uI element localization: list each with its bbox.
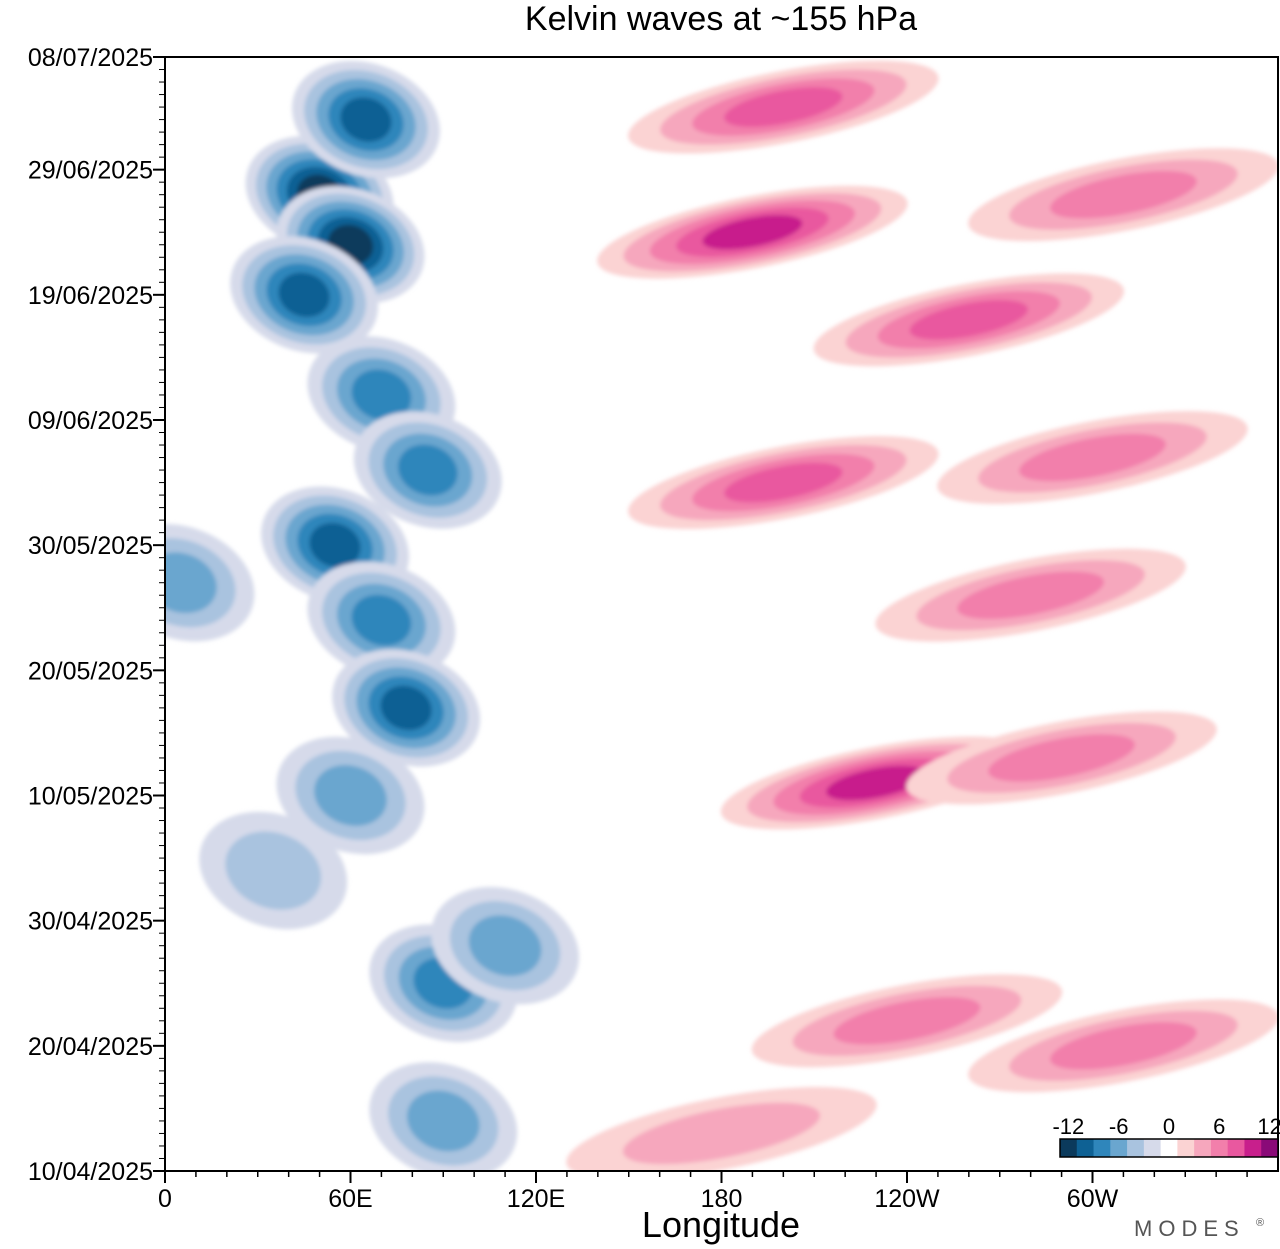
contour-band-19-4 <box>724 462 843 503</box>
contour-band-14-2 <box>225 831 322 910</box>
contour-band-20-3 <box>1019 433 1166 482</box>
colorbar-label-4: 12 <box>1257 1114 1280 1139</box>
contour-band-22-5 <box>826 765 927 801</box>
x-tick-label-3: 180 <box>701 1185 743 1213</box>
y-tick-label-3: 10/05/2025 <box>28 782 153 810</box>
x-tick-label-2: 120E <box>507 1185 565 1213</box>
contour-band-23-3 <box>988 734 1135 782</box>
colorbar-swatch-0 <box>1060 1139 1078 1157</box>
contour-band-5-4 <box>398 444 458 496</box>
wave-bands <box>165 60 1278 1171</box>
colorbar-swatch-4 <box>1127 1139 1145 1157</box>
y-tick-label-7: 19/06/2025 <box>28 282 153 310</box>
contour-band-26-2 <box>622 1102 821 1165</box>
contour-band-10-3 <box>165 552 217 614</box>
colorbar-swatch-3 <box>1110 1139 1128 1157</box>
x-axis-label: Longitude <box>642 1204 800 1245</box>
contour-band-13-3 <box>406 1090 480 1152</box>
colorbar-swatch-9 <box>1210 1139 1229 1157</box>
registered-mark: ® <box>1256 1217 1264 1229</box>
y-tick-label-5: 30/05/2025 <box>28 532 153 560</box>
colorbar-frame <box>1059 1138 1279 1158</box>
modes-logo: MODES ® <box>1134 1216 1264 1241</box>
y-tick-label-6: 09/06/2025 <box>28 407 153 435</box>
colorbar-swatch-10 <box>1227 1139 1245 1157</box>
y-axis: 10/04/2025 20/04/2025 30/04/2025 10/05/2025… <box>28 44 165 1186</box>
colorbar-label-1: -6 <box>1109 1114 1129 1139</box>
contour-band-8-5 <box>380 685 432 731</box>
y-tick-label-8: 29/06/2025 <box>28 157 153 185</box>
x-tick-label-1: 60E <box>328 1185 372 1213</box>
contour-band-17-4 <box>909 300 1028 340</box>
contour-band-6-5 <box>309 522 361 568</box>
y-tick-label-2: 30/04/2025 <box>28 908 153 936</box>
colorbar-label-2: 0 <box>1163 1114 1175 1139</box>
contour-band-25-3 <box>1050 1022 1197 1070</box>
contour-band-16-5 <box>702 214 803 250</box>
colorbar-label-0: -12 <box>1052 1114 1084 1139</box>
colorbar-swatch-2 <box>1093 1139 1111 1157</box>
contour-band-24-3 <box>833 997 981 1045</box>
contour-band-4-4 <box>351 369 412 421</box>
x-tick-label-5: 60W <box>1067 1185 1119 1213</box>
colorbar-swatch-6 <box>1160 1139 1178 1157</box>
x-tick-label-0: 0 <box>158 1185 172 1213</box>
chart-title: Kelvin waves at ~155 hPa <box>525 0 917 38</box>
plot-area <box>165 57 1278 1171</box>
colorbar-swatch-12 <box>1261 1139 1279 1157</box>
colorbar-swatch-8 <box>1194 1139 1212 1157</box>
colorbar-label-3: 6 <box>1213 1114 1225 1139</box>
logo-text: MODES <box>1134 1216 1245 1241</box>
x-tick-label-4: 120W <box>874 1185 940 1213</box>
colorbar-swatch-5 <box>1143 1139 1162 1157</box>
contour-band-21-3 <box>957 571 1105 619</box>
contour-band-18-3 <box>1050 170 1197 219</box>
x-axis: 0 60E 120E 180 120W 60W <box>158 1171 1248 1213</box>
y-tick-label-9: 08/07/2025 <box>28 44 153 72</box>
contour-band-3-5 <box>340 97 392 142</box>
colorbar-swatch-7 <box>1177 1139 1195 1157</box>
y-tick-label-1: 20/04/2025 <box>28 1033 153 1061</box>
contour-band-9-3 <box>314 765 387 826</box>
colorbar: -12 -6 0 6 12 <box>1052 1114 1280 1158</box>
colorbar-swatch-1 <box>1076 1139 1095 1157</box>
contour-band-15-4 <box>724 87 843 127</box>
y-tick-label-0: 10/04/2025 <box>28 1158 153 1186</box>
y-tick-label-4: 20/05/2025 <box>28 657 153 685</box>
contour-band-12-3 <box>468 915 542 977</box>
colorbar-swatch-11 <box>1244 1139 1262 1157</box>
contour-band-2-5 <box>278 272 330 318</box>
contour-band-7-4 <box>351 594 412 646</box>
